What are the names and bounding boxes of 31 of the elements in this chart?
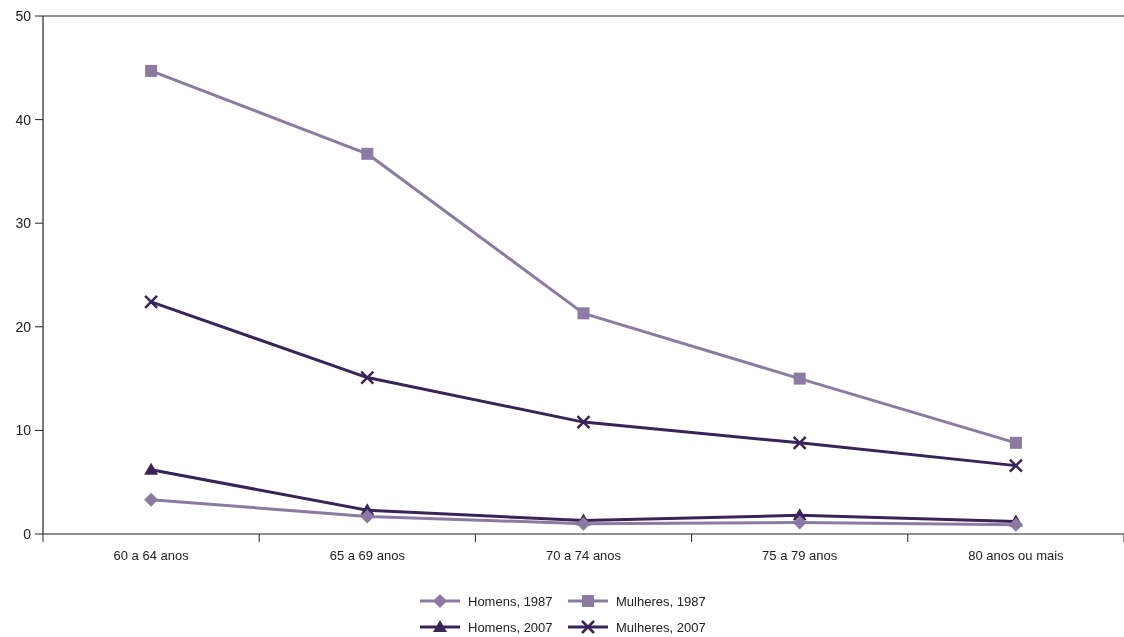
point	[793, 372, 806, 385]
point	[576, 414, 591, 430]
y-tick-label: 0	[23, 525, 32, 542]
point	[1009, 436, 1022, 449]
point	[792, 435, 807, 451]
legend-label: Homens, 1987	[468, 593, 553, 609]
y-tick-label: 20	[15, 318, 32, 335]
point	[792, 515, 807, 530]
point	[1008, 517, 1023, 532]
x-tick-label: 80 anos ou mais	[968, 548, 1065, 563]
y-tick-label: 50	[15, 7, 32, 24]
legend-label: Homens, 2007	[468, 619, 553, 635]
x-tick-label: 70 a 74 anos	[545, 548, 622, 563]
point	[144, 462, 159, 475]
point	[360, 370, 375, 385]
x-tick-label: 65 a 69 anos	[329, 548, 406, 563]
y-tick-label: 10	[15, 422, 32, 439]
point	[361, 147, 374, 160]
point	[143, 294, 159, 310]
legend-label: Mulheres, 1987	[616, 593, 706, 609]
y-tick-label: 40	[15, 111, 32, 128]
point	[1008, 458, 1024, 473]
point	[145, 64, 158, 77]
x-tick-label: 60 a 64 anos	[113, 548, 190, 563]
legend-label: Mulheres, 2007	[616, 619, 706, 635]
point	[577, 307, 590, 320]
y-tick-label: 30	[15, 215, 32, 232]
point	[144, 492, 159, 507]
x-tick-label: 75 a 79 anos	[762, 548, 838, 563]
point	[576, 516, 591, 531]
point	[360, 509, 375, 524]
